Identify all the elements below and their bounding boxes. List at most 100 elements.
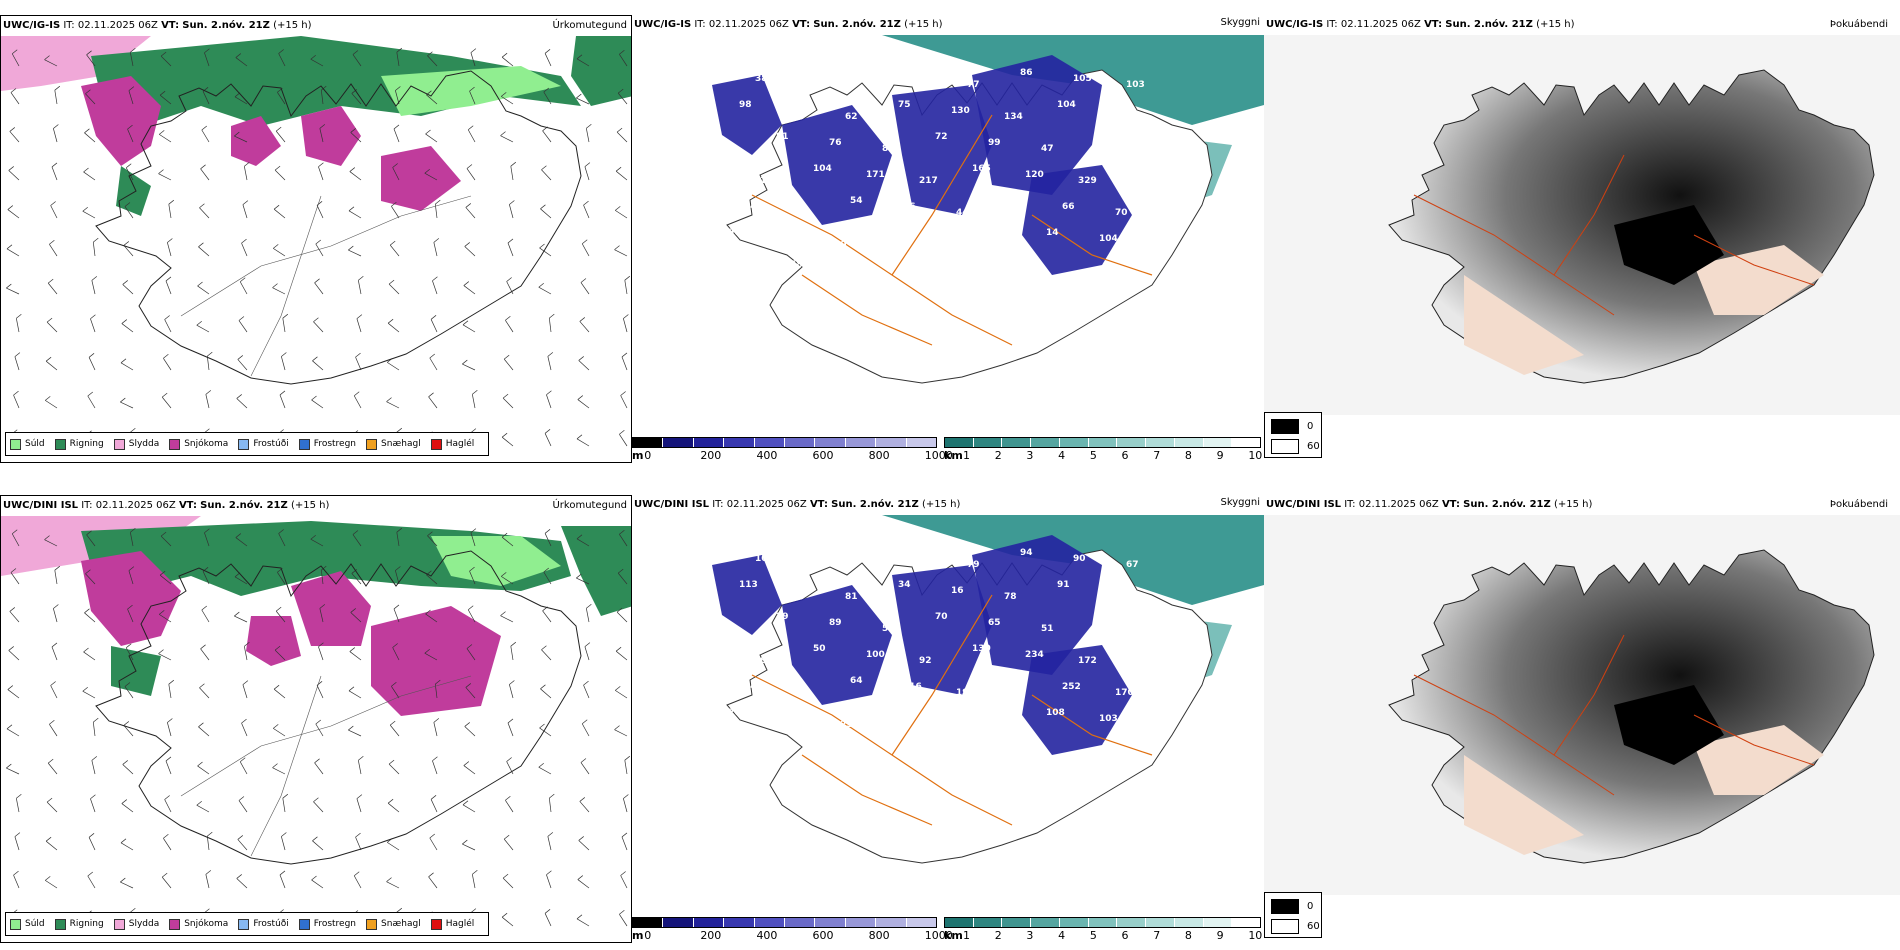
- wind-barb: [46, 317, 58, 333]
- wind-barb: [584, 162, 591, 181]
- ceiling-value-label: 50: [813, 644, 826, 654]
- wind-barb: [351, 569, 362, 585]
- wind-barb: [159, 130, 172, 143]
- wind-barb: [199, 203, 210, 219]
- wind-barb: [122, 280, 134, 295]
- legend-item: Súld: [10, 918, 45, 930]
- wind-barb: [168, 679, 175, 699]
- legend-swatch: [430, 918, 442, 930]
- wind-barb: [624, 755, 631, 775]
- wind-barb: [85, 569, 96, 585]
- ceiling-value-label: 94: [1020, 548, 1033, 558]
- wind-barb: [541, 165, 552, 181]
- wind-barb: [505, 795, 514, 813]
- wind-barb: [88, 833, 96, 851]
- wind-barb: [206, 351, 213, 371]
- road: [801, 754, 933, 826]
- wind-barb: [197, 281, 210, 295]
- precip-area: [116, 166, 151, 216]
- wind-barb: [576, 434, 590, 447]
- legend-item: Snjókoma: [169, 918, 228, 930]
- scale-label: 0: [644, 929, 652, 942]
- ceiling-value-label: 78: [797, 688, 810, 698]
- wind-barb: [501, 912, 514, 927]
- wind-barb: [120, 838, 134, 851]
- wind-barb: [501, 92, 514, 105]
- precip-area: [246, 616, 301, 666]
- ceiling-value-label: 25: [808, 80, 821, 90]
- ceiling-value-label: 172: [781, 234, 800, 244]
- wind-barb: [124, 682, 134, 699]
- ceiling-value-label: 67: [1126, 560, 1139, 570]
- legend-swatch: [10, 438, 21, 450]
- wind-barb: [164, 315, 172, 333]
- low-ceiling-area: [782, 585, 892, 705]
- wind-barb: [159, 90, 172, 105]
- ceiling-value-label: 92: [919, 656, 932, 666]
- wind-barb: [429, 833, 438, 851]
- wind-barb: [427, 51, 438, 67]
- wind-barb: [164, 795, 172, 813]
- wind-barb: [424, 168, 438, 181]
- ceiling-value-label: 135: [940, 234, 959, 244]
- scale-cell: [876, 438, 907, 447]
- wind-barb: [54, 85, 61, 105]
- scale-label: 200: [700, 929, 722, 942]
- wind-barb: [623, 314, 629, 333]
- scale-cell: [1174, 918, 1204, 927]
- precip-area: [431, 536, 561, 586]
- fog-clear-area: [1694, 245, 1824, 315]
- legend-item: Rigning: [54, 438, 104, 450]
- wind-barb: [160, 51, 172, 67]
- wind-barb: [15, 793, 22, 813]
- wind-barb: [463, 761, 476, 775]
- wind-barb: [614, 245, 628, 257]
- wind-barb: [236, 394, 248, 409]
- wind-barb: [500, 611, 514, 623]
- wind-barb: [350, 608, 362, 623]
- wind-barb: [234, 131, 248, 143]
- wind-barb: [547, 832, 554, 851]
- wind-barb: [121, 799, 134, 813]
- scale-label: 4: [1058, 449, 1066, 462]
- scale-label: 0: [644, 449, 652, 462]
- wind-barb: [6, 283, 20, 295]
- road: [1693, 714, 1815, 766]
- wind-barb: [14, 352, 21, 371]
- wind-barb: [548, 313, 555, 333]
- ceiling-value-label: 120: [1025, 170, 1044, 180]
- wind-barb: [239, 277, 248, 295]
- wind-barb: [120, 877, 134, 889]
- wind-barb: [49, 719, 58, 737]
- wind-barb: [348, 245, 362, 257]
- wind-barb: [237, 355, 248, 371]
- wind-barb: [427, 531, 438, 547]
- precip-area: [381, 66, 561, 116]
- wind-barb: [45, 876, 58, 889]
- visibility-ceiling-map: 274 108 479 126 392 79 94 90 67 113 101 81 34 16 78 91 8…: [702, 515, 1264, 864]
- wind-barb: [160, 531, 172, 547]
- wind-barb: [124, 202, 134, 219]
- scale-label: 1: [963, 449, 971, 462]
- ceiling-value-label: 172: [1078, 656, 1097, 666]
- ceiling-value-label: 49: [1009, 196, 1022, 206]
- wind-barb: [395, 566, 401, 585]
- wind-barb: [624, 275, 631, 295]
- fog-legend-label: 60: [1307, 921, 1320, 932]
- coastline: [95, 550, 582, 865]
- wind-barb: [505, 315, 514, 333]
- legend-item: Slydda: [113, 918, 159, 930]
- wind-barb: [350, 128, 362, 143]
- wind-barb: [429, 353, 438, 371]
- panel-title: UWC/DINI ISL IT: 02.11.2025 06Z VT: Sun.…: [634, 499, 961, 510]
- wind-barb: [120, 397, 134, 409]
- legend-label: Snæhagl: [381, 439, 421, 449]
- wind-barb: [90, 314, 96, 333]
- wind-barb: [163, 833, 172, 851]
- wind-barb: [53, 124, 59, 143]
- precip-area: [381, 146, 461, 211]
- ceiling-value-label: 100: [866, 650, 885, 660]
- wind-barb: [312, 356, 324, 371]
- precip-area: [291, 571, 371, 646]
- scale-cell: [1088, 438, 1118, 447]
